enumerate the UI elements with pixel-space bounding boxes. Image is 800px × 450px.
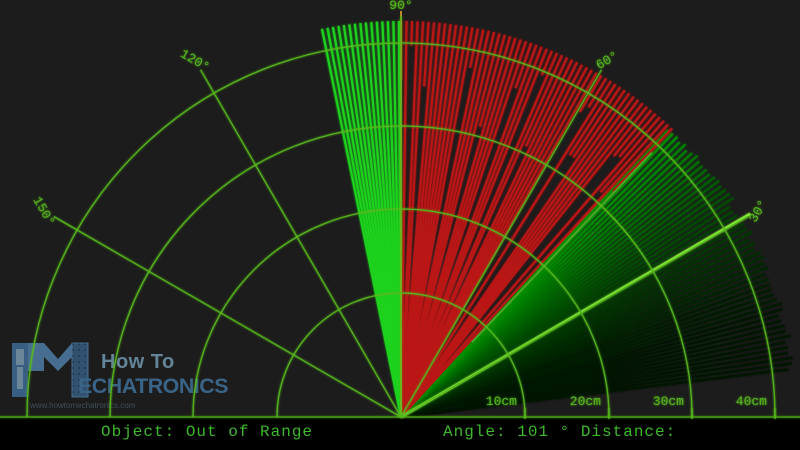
svg-text:90°: 90°	[389, 0, 412, 13]
svg-text:40cm: 40cm	[736, 394, 767, 409]
svg-text:30°: 30°	[746, 197, 771, 225]
svg-text:150°: 150°	[29, 194, 58, 229]
svg-text:20cm: 20cm	[570, 394, 601, 409]
svg-text:30cm: 30cm	[653, 394, 684, 409]
svg-text:120°: 120°	[177, 46, 212, 75]
svg-text:10cm: 10cm	[486, 394, 517, 409]
svg-text:60°: 60°	[593, 48, 621, 73]
